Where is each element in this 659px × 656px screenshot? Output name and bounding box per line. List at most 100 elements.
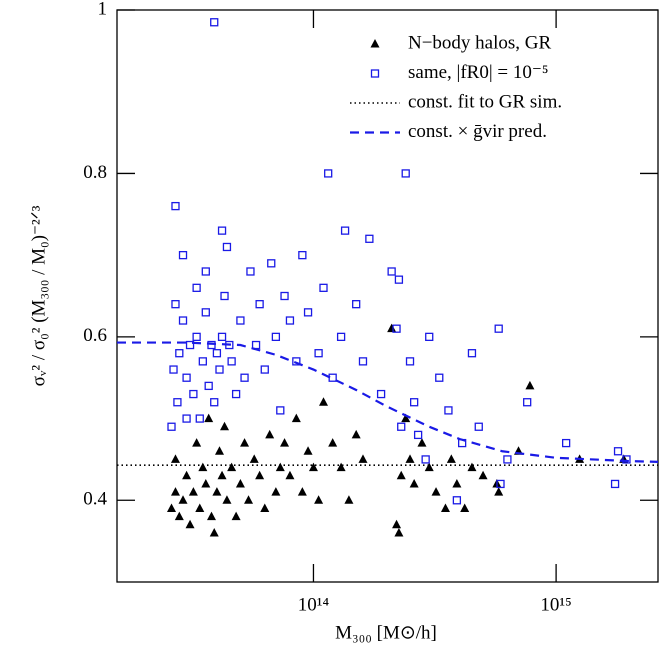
data-point — [397, 422, 406, 431]
data-point — [431, 487, 441, 496]
data-point — [467, 349, 477, 358]
data-point — [251, 340, 261, 350]
data-point — [192, 438, 202, 447]
data-point — [267, 259, 276, 268]
data-point — [561, 438, 571, 448]
data-point — [444, 406, 453, 415]
data-point — [249, 454, 259, 463]
data-point — [401, 169, 410, 178]
data-point — [435, 373, 444, 382]
plot-frame — [116, 9, 659, 583]
data-point — [175, 349, 184, 358]
legend-marker — [370, 39, 380, 48]
data-point — [303, 446, 313, 455]
data-point — [189, 389, 198, 399]
data-point — [240, 373, 249, 382]
data-point — [236, 316, 245, 325]
data-point — [222, 495, 232, 504]
data-point — [440, 503, 450, 512]
data-point — [336, 462, 346, 472]
data-point — [610, 479, 620, 489]
data-point — [424, 462, 434, 472]
data-point — [201, 478, 211, 488]
data-point — [204, 413, 214, 423]
y-tick-label: 0.6 — [83, 325, 107, 346]
data-point — [405, 357, 415, 366]
data-point — [314, 349, 323, 358]
data-point — [340, 226, 350, 235]
x-tick-label: 10¹⁴ — [298, 594, 330, 615]
data-point — [195, 414, 204, 423]
x-tick-label: 10¹⁵ — [540, 594, 571, 615]
data-point — [394, 275, 404, 284]
data-point — [195, 503, 205, 512]
data-point — [376, 389, 386, 399]
y-tick-label: 1 — [98, 0, 108, 19]
data-point — [235, 478, 245, 488]
data-point — [413, 430, 423, 440]
data-point — [319, 397, 329, 406]
data-point — [185, 340, 195, 350]
data-point — [314, 495, 324, 504]
data-point — [170, 454, 180, 463]
fit-line — [117, 341, 659, 463]
data-point — [275, 462, 285, 472]
data-point — [178, 250, 188, 260]
data-point — [217, 226, 227, 235]
data-point — [192, 332, 201, 342]
data-point — [387, 267, 396, 276]
data-point — [308, 462, 318, 472]
data-point — [246, 267, 255, 276]
data-point — [298, 250, 307, 260]
data-point — [255, 470, 265, 480]
data-point — [244, 495, 254, 504]
data-point — [396, 470, 406, 480]
data-point — [167, 422, 176, 431]
data-point — [405, 454, 415, 463]
data-point — [173, 398, 182, 407]
data-point — [227, 462, 237, 472]
data-point — [222, 242, 232, 252]
data-point — [351, 429, 361, 439]
data-point — [171, 300, 180, 309]
data-point — [209, 527, 219, 537]
y-tick-label: 0.4 — [83, 489, 107, 510]
data-point — [260, 365, 269, 374]
data-point — [622, 455, 631, 464]
data-point — [285, 470, 295, 480]
data-point — [297, 487, 307, 496]
data-point — [344, 495, 354, 504]
data-point — [425, 332, 434, 342]
data-point — [352, 300, 361, 309]
data-point — [271, 332, 281, 342]
data-point — [178, 316, 188, 325]
data-point — [523, 398, 532, 407]
data-point — [409, 478, 419, 488]
data-point — [280, 438, 290, 447]
data-point — [365, 234, 374, 243]
data-point — [255, 300, 264, 309]
data-point — [503, 455, 512, 464]
data-point — [452, 496, 462, 505]
data-point — [198, 462, 208, 472]
data-point — [169, 365, 178, 374]
data-point — [292, 357, 301, 366]
data-point — [271, 487, 281, 496]
data-point — [452, 478, 462, 488]
data-point — [182, 373, 191, 382]
data-point — [192, 283, 201, 292]
data-point — [417, 438, 427, 447]
legend-marker — [370, 69, 380, 78]
data-point — [204, 381, 213, 391]
data-point — [291, 413, 301, 423]
y-axis-label: σᵥ² / σ₀² (M₃₀₀ / M₀)⁻²ᐟ³ — [28, 205, 49, 386]
data-point — [182, 414, 191, 423]
data-point — [494, 487, 504, 496]
data-point — [460, 503, 470, 512]
data-point — [394, 527, 404, 537]
data-point — [231, 389, 241, 399]
x-axis-label: M₃₀₀ [M⊙/h] — [335, 622, 437, 643]
data-point — [217, 470, 227, 480]
data-point — [392, 519, 402, 529]
data-point — [387, 323, 397, 333]
